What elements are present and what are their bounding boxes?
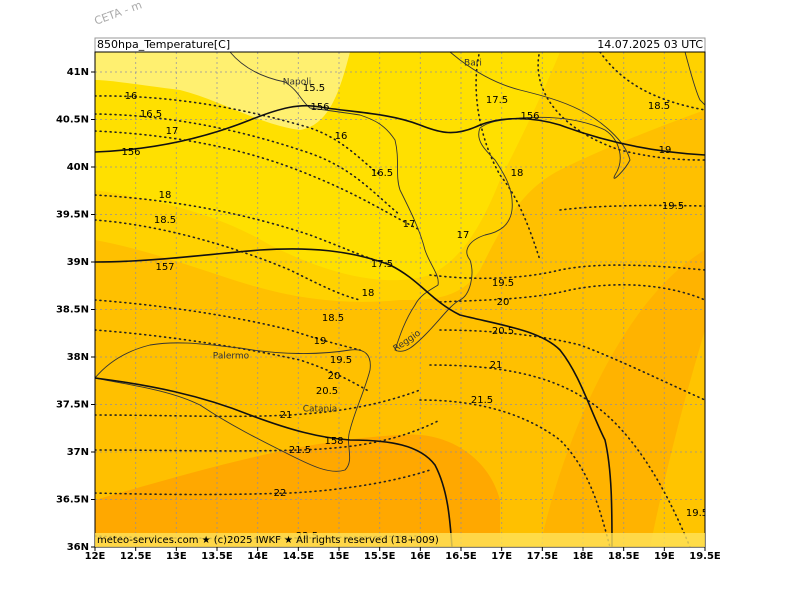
lon-label: 16E (410, 551, 431, 562)
lat-label: 39.5N (56, 210, 89, 221)
map-datetime: 14.07.2025 03 UTC (597, 38, 703, 51)
lat-label: 36N (67, 542, 89, 553)
height-contour (95, 104, 705, 156)
contour-label: 17.5 (371, 259, 393, 270)
lon-label: 17.5E (527, 551, 559, 562)
field-band (95, 52, 560, 281)
footer-bar (95, 533, 705, 547)
contour-label: 18.5 (322, 313, 344, 324)
contour-label: 18 (362, 288, 375, 299)
isotherm (95, 95, 381, 176)
contour-label: 17 (403, 219, 416, 230)
contour-label: 157 (155, 262, 174, 273)
lon-label: 16.5E (445, 551, 477, 562)
lon-label: 14.5E (283, 551, 315, 562)
contour-label: 22 (274, 488, 287, 499)
isotherm (429, 264, 705, 280)
field-band (540, 250, 705, 547)
contour-label: 21.5 (289, 445, 311, 456)
lat-label: 37.5N (56, 400, 89, 411)
lat-label: 37N (67, 447, 89, 458)
contour-label: 21 (490, 360, 503, 371)
place-label: Bari (464, 59, 482, 69)
coastline (229, 52, 631, 352)
lat-label: 40N (67, 162, 89, 173)
contour-label: 21 (280, 410, 293, 421)
contour-label: 17 (166, 126, 179, 137)
contour-label: 21.5 (471, 395, 493, 406)
isotherm (95, 419, 441, 452)
lat-label: 38.5N (56, 305, 89, 316)
contour-label: 17.5 (486, 95, 508, 106)
lon-label: 12.5E (120, 551, 152, 562)
height-contour (95, 248, 613, 547)
contour-label: 19.5 (686, 508, 708, 519)
lon-label: 12E (85, 551, 106, 562)
map-title: 850hpa_Temperature[C] (97, 38, 230, 51)
contour-label: 18 (159, 190, 172, 201)
lon-label: 15.5E (364, 551, 396, 562)
contour-label: 18 (511, 168, 524, 179)
contour-label: 19 (314, 336, 327, 347)
place-label: Catania (303, 405, 338, 415)
lon-label: 13.5E (201, 551, 233, 562)
contour-label: 156 (520, 111, 539, 122)
footer: meteo-services.com ★ (c)2025 IWKF ★ All … (97, 535, 439, 546)
isotherm (95, 219, 361, 301)
contour-label: 16 (335, 131, 348, 142)
contour-label: 19.5 (492, 278, 514, 289)
isotherm (95, 113, 401, 216)
isotherm (537, 52, 705, 161)
model-label: CETA - m (93, 0, 144, 28)
contour-label: 15.5 (303, 83, 325, 94)
contour-label: 16.5 (140, 109, 162, 120)
isotherm (439, 284, 705, 303)
contour-label: 16 (125, 91, 138, 102)
contour-label: 16.5 (371, 168, 393, 179)
lat-label: 41N (67, 67, 89, 78)
contour-label: 20.5 (316, 386, 338, 397)
lon-label: 18E (573, 551, 594, 562)
contour-label: 20 (328, 371, 341, 382)
isotherm (599, 52, 705, 111)
field-band (95, 434, 500, 547)
contour-label: 19 (659, 145, 672, 156)
lon-label: 17E (491, 551, 512, 562)
lon-label: 14E (247, 551, 268, 562)
contour-label: 17 (457, 230, 470, 241)
coastline (95, 342, 371, 472)
lon-label: 13E (166, 551, 187, 562)
lon-label: 15E (329, 551, 350, 562)
contour-label: 20.5 (492, 326, 514, 337)
isotherm (429, 364, 691, 547)
contour-label: 158 (324, 436, 343, 447)
contour-label: 18.5 (154, 215, 176, 226)
isotherm (95, 389, 421, 418)
isotherm (419, 399, 611, 547)
lat-label: 36.5N (56, 495, 89, 506)
place-label: Napoli (283, 78, 311, 88)
isotherm (95, 329, 371, 393)
lon-label: 18.5E (608, 551, 640, 562)
lon-label: 19E (654, 551, 675, 562)
contour-label: 20 (497, 297, 510, 308)
plot: 1616.51715615.51561616.517.515618.519181… (95, 52, 708, 547)
lat-label: 39N (67, 257, 89, 268)
contour-label: 19.5 (330, 355, 352, 366)
isotherm (559, 204, 705, 211)
contour-label: 18.5 (648, 101, 670, 112)
height-contour (95, 377, 453, 547)
lat-label: 38N (67, 352, 89, 363)
place-label: Palermo (213, 352, 250, 362)
contour-label: 156 (310, 102, 329, 113)
coastline (684, 52, 705, 106)
contour-label: 19.5 (662, 201, 684, 212)
isotherm (95, 469, 431, 496)
isotherm (439, 329, 705, 401)
contour-label: 156 (121, 147, 140, 158)
isotherm (475, 52, 541, 261)
lon-label: 19.5E (689, 551, 721, 562)
lat-label: 40.5N (56, 115, 89, 126)
